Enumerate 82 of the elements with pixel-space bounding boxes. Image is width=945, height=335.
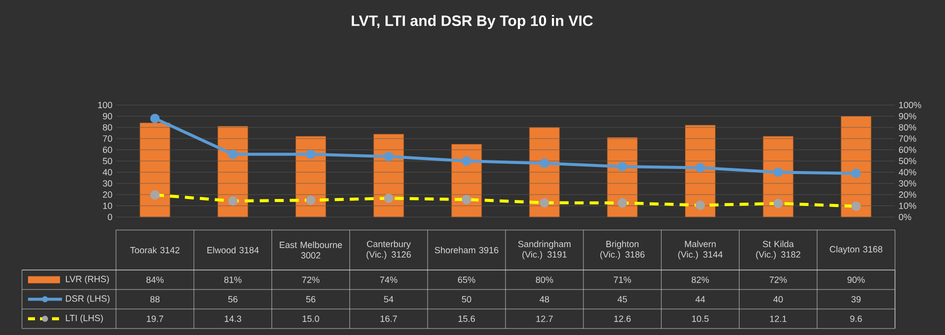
point bbox=[540, 158, 550, 168]
data-label: 15.0 bbox=[302, 316, 320, 322]
data-label: 72% bbox=[770, 276, 787, 283]
bar bbox=[840, 116, 872, 218]
x-tick-label: Malvern (Vic.) 3144 bbox=[678, 240, 723, 260]
y-tick-label: 40 bbox=[102, 169, 112, 176]
y-tick-label: 10 bbox=[103, 202, 112, 209]
y-tick-label: 60 bbox=[102, 146, 112, 153]
data-label: 15.6 bbox=[458, 316, 475, 322]
data-label: 72% bbox=[302, 276, 320, 283]
data-label: 50 bbox=[462, 296, 472, 302]
data-label: 12.1 bbox=[770, 316, 786, 322]
legend-label: LTI (LHS) bbox=[66, 314, 103, 323]
y2-tick-label: 0% bbox=[898, 214, 912, 220]
point bbox=[306, 150, 316, 159]
data-label: 14.3 bbox=[224, 316, 242, 322]
point bbox=[696, 163, 705, 172]
data-label: 56 bbox=[228, 296, 238, 302]
x-tick-label: Toorak 3142 bbox=[130, 246, 180, 254]
y-tick-label: 90 bbox=[102, 113, 112, 120]
bar bbox=[140, 122, 170, 218]
point bbox=[618, 162, 628, 172]
x-tick-label: Canterbury (Vic.) 3126 bbox=[366, 240, 411, 260]
legend-label: DSR (LHS) bbox=[66, 295, 110, 304]
data-label: 19.7 bbox=[146, 316, 164, 322]
y2-tick-label: 30% bbox=[898, 180, 916, 187]
bar bbox=[762, 136, 794, 218]
bar bbox=[529, 127, 560, 218]
data-label: 39 bbox=[851, 296, 861, 302]
y-tick-label: 70 bbox=[102, 135, 112, 142]
data-label: 80% bbox=[536, 276, 554, 283]
bar bbox=[218, 126, 248, 218]
y-tick-label: 20 bbox=[102, 191, 112, 198]
y-tick-label: 80 bbox=[102, 124, 112, 131]
data-label: 84% bbox=[146, 276, 164, 283]
point bbox=[773, 167, 783, 177]
y2-tick-label: 10% bbox=[899, 202, 916, 209]
data-label: 9.6 bbox=[850, 316, 862, 322]
x-tick-label: Sandringham (Vic.) 3191 bbox=[518, 240, 571, 260]
x-tick-label: St Kilda (Vic.) 3182 bbox=[756, 240, 800, 260]
data-label: 81% bbox=[224, 276, 242, 283]
y-tick-label: 30 bbox=[102, 180, 112, 187]
y2-tick-label: 40% bbox=[898, 169, 916, 176]
data-label: 48 bbox=[540, 296, 550, 302]
y2-tick-label: 90% bbox=[898, 113, 916, 120]
bar bbox=[685, 124, 716, 218]
data-label: 90% bbox=[848, 276, 865, 283]
point bbox=[150, 114, 160, 124]
data-label: 71% bbox=[614, 276, 632, 283]
data-label: 40 bbox=[773, 296, 783, 302]
x-tick-label: Elwood 3184 bbox=[207, 246, 259, 254]
point bbox=[384, 152, 394, 162]
x-tick-label: East Melbourne 3002 bbox=[280, 241, 342, 259]
y2-tick-label: 100% bbox=[899, 102, 922, 108]
data-label: 54 bbox=[384, 296, 394, 302]
data-label: 88 bbox=[150, 296, 160, 302]
data-label: 82% bbox=[692, 276, 709, 283]
x-tick-label: Shoreham 3916 bbox=[434, 246, 498, 254]
y2-tick-label: 50% bbox=[898, 158, 916, 164]
point bbox=[228, 150, 238, 159]
data-label: 12.7 bbox=[536, 316, 553, 322]
data-label: 44 bbox=[695, 296, 705, 302]
y-tick-label: 0 bbox=[108, 214, 112, 220]
point bbox=[851, 168, 861, 178]
data-label: 65% bbox=[458, 276, 476, 283]
data-label: 10.5 bbox=[692, 316, 709, 322]
x-tick-label: Brighton (Vic.) 3186 bbox=[600, 240, 645, 260]
legend-label: LVR (RHS) bbox=[66, 276, 109, 284]
data-label: 56 bbox=[306, 296, 316, 302]
data-label: 74% bbox=[380, 276, 398, 283]
y2-tick-label: 70% bbox=[898, 135, 916, 142]
x-tick-label: Clayton 3168 bbox=[830, 246, 882, 254]
y-tick-label: 100 bbox=[98, 102, 112, 108]
y2-tick-label: 80% bbox=[898, 124, 916, 131]
data-label: 12.6 bbox=[614, 316, 631, 322]
data-label: 45 bbox=[618, 296, 627, 302]
y2-tick-label: 20% bbox=[898, 191, 916, 198]
chart-title: LVT, LTI and DSR By Top 10 in VIC bbox=[352, 15, 593, 29]
y-tick-label: 50 bbox=[102, 158, 112, 164]
point bbox=[462, 156, 472, 166]
y2-tick-label: 60% bbox=[898, 146, 916, 153]
data-label: 16.7 bbox=[380, 316, 397, 322]
